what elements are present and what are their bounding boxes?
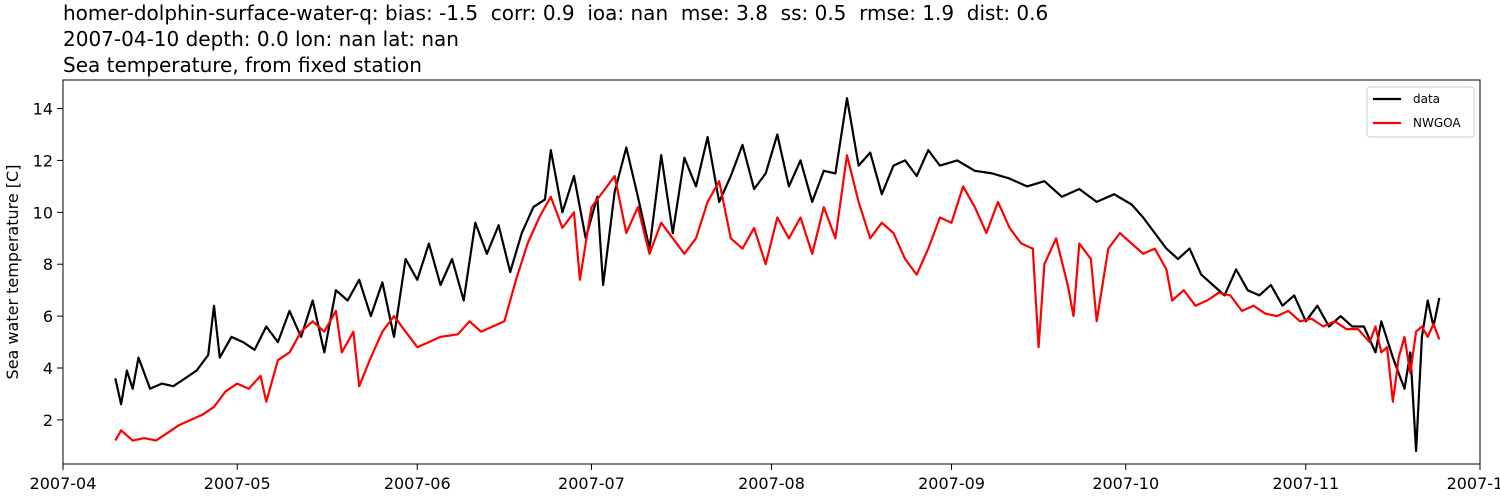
chart-title-line-1: homer-dolphin-surface-water-q: bias: -1.…	[63, 1, 1049, 25]
y-tick-label: 8	[43, 255, 53, 274]
legend-label-data: data	[1413, 92, 1440, 106]
y-tick-label: 2	[43, 411, 53, 430]
x-tick-label: 2007-11	[1272, 474, 1339, 493]
y-tick-label: 6	[43, 307, 53, 326]
chart-title-line-3: Sea temperature, from fixed station	[63, 53, 422, 77]
x-tick-label: 2007-06	[384, 474, 451, 493]
x-tick-label: 2007-10	[1092, 474, 1159, 493]
x-tick-label: 2007-08	[738, 474, 805, 493]
x-tick-label: 2007-07	[558, 474, 625, 493]
chart-title: homer-dolphin-surface-water-q: bias: -1.…	[63, 0, 1048, 78]
series-layer	[114, 97, 1441, 453]
x-tick-label: 2007-05	[204, 474, 271, 493]
y-tick-label: 4	[43, 359, 53, 378]
x-tick-label: 2007-04	[30, 474, 97, 493]
y-tick-label: 10	[33, 203, 53, 222]
chart-title-line-2: 2007-04-10 depth: 0.0 lon: nan lat: nan	[63, 27, 459, 51]
series-line-data	[114, 97, 1441, 453]
x-tick-label: 2007-09	[918, 474, 985, 493]
legend-label-nwgoa: NWGOA	[1413, 116, 1461, 130]
plot-frame	[62, 79, 1481, 465]
y-axis-label: Sea water temperature [C]	[3, 165, 22, 380]
axes-layer: 2007-04 2007-05 2007-06 2007-07 2007-08 2007-…	[30, 79, 1500, 493]
x-tick-label: 2007-12	[1447, 474, 1500, 493]
series-line-nwgoa	[114, 154, 1441, 442]
y-tick-label: 14	[33, 100, 53, 119]
y-tick-label: 12	[33, 151, 53, 170]
legend: data NWGOA	[1366, 86, 1475, 138]
